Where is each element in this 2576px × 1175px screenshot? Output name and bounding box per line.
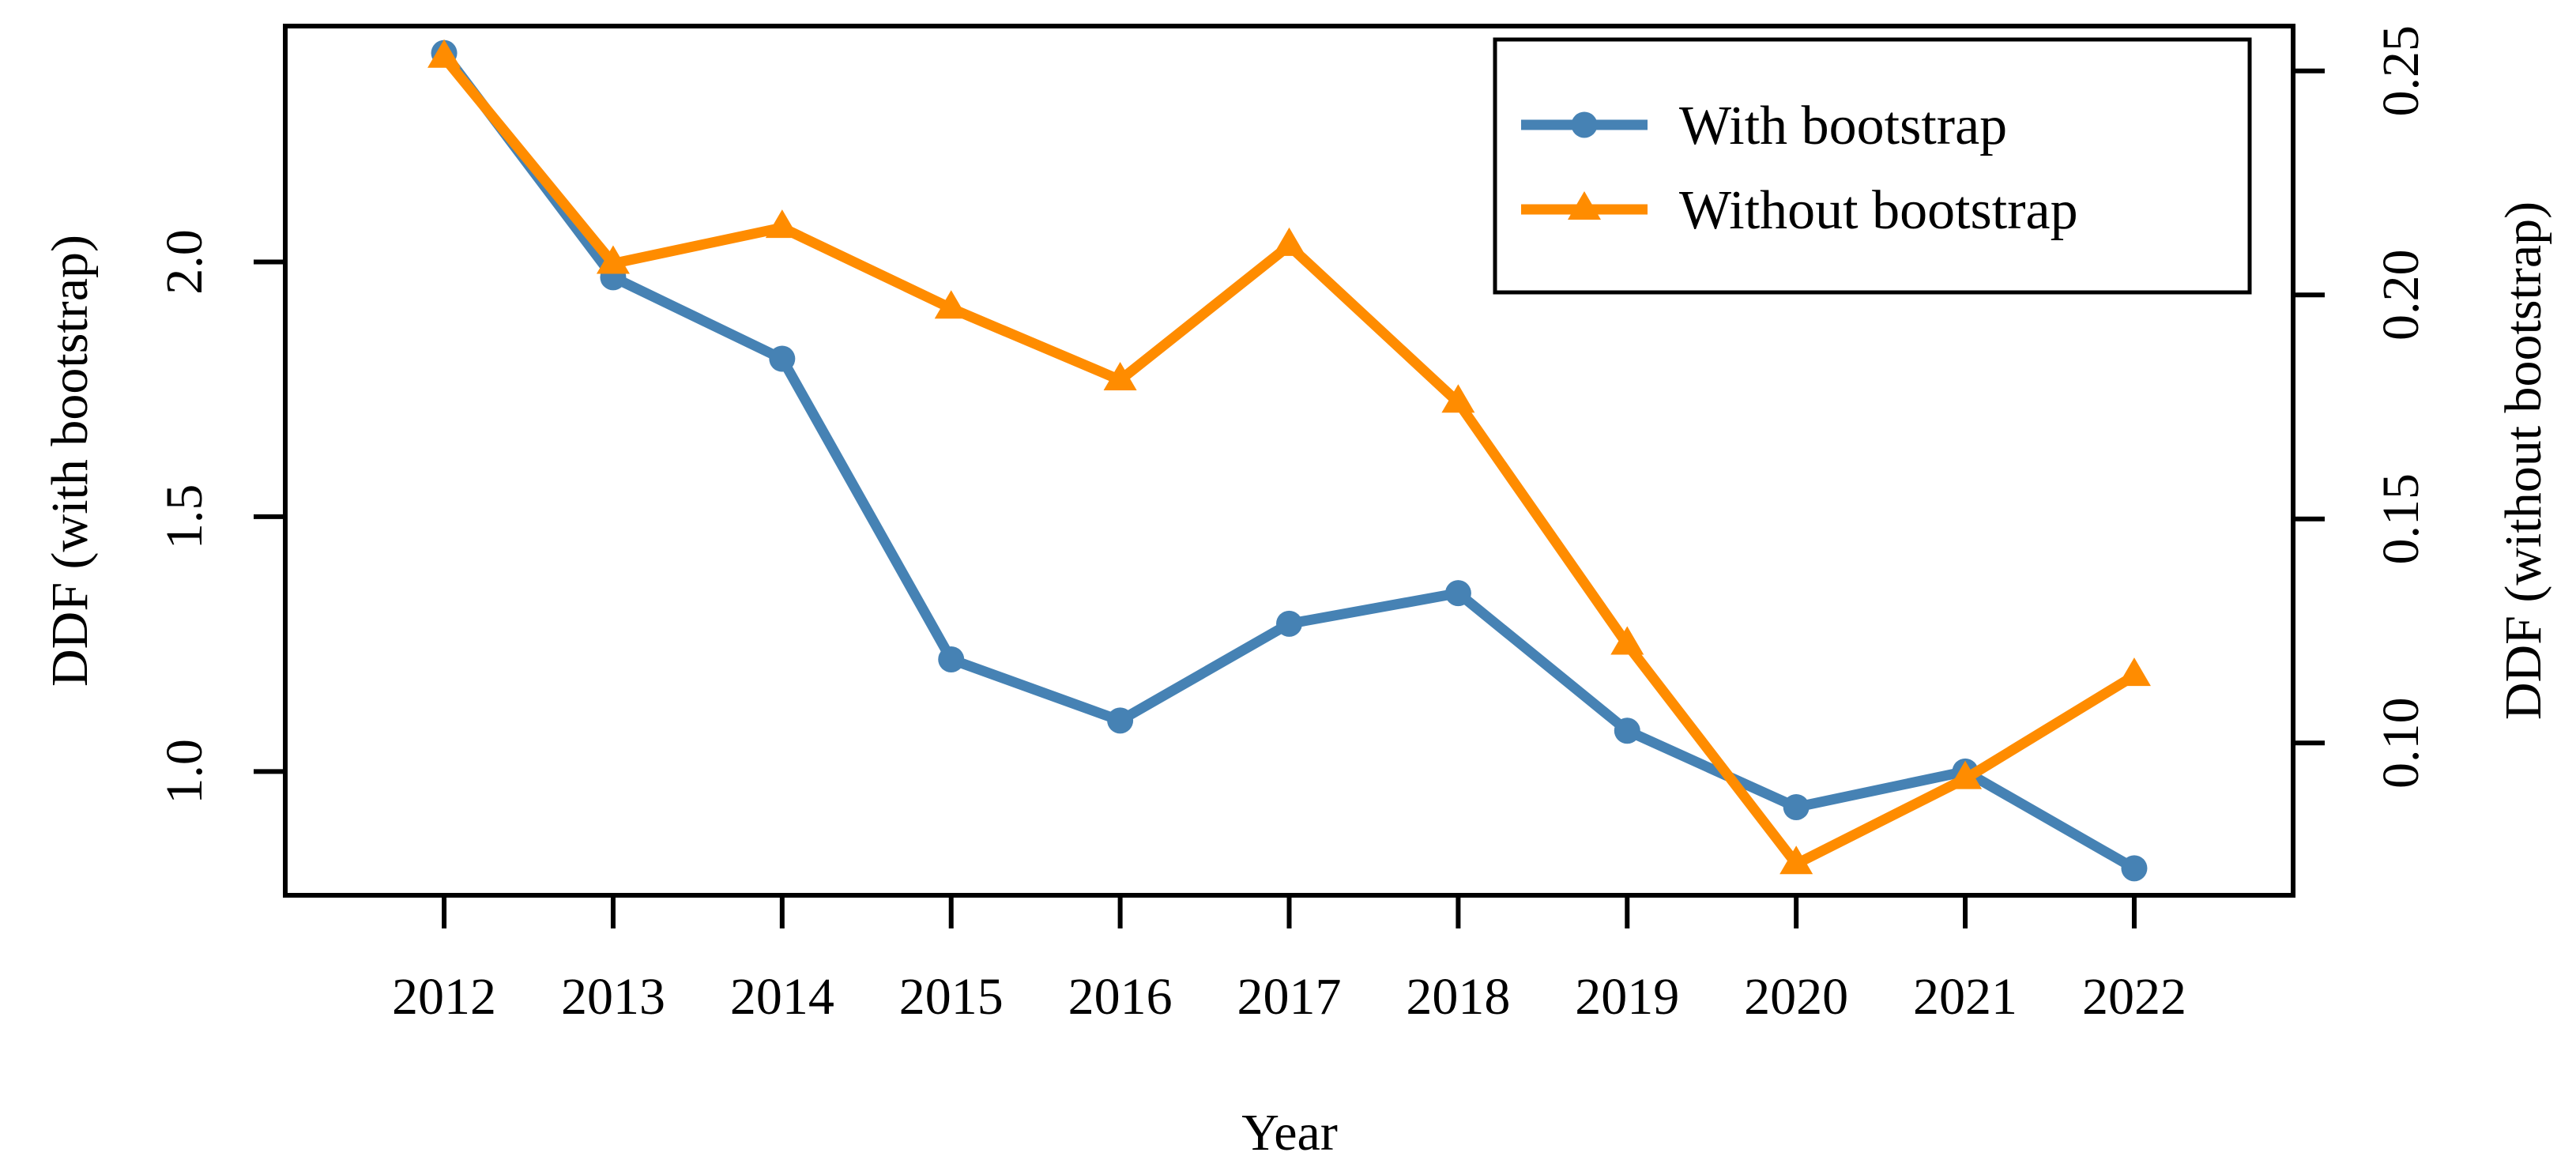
legend: With bootstrap Without bootstrap [1493,37,2252,295]
series-with-bootstrap-circle-marker [1783,793,1810,820]
legend-circle-marker [1571,111,1598,138]
x-axis-title: Year [1241,1104,1338,1162]
right-y-tick-label: 0.15 [2372,473,2430,565]
series-without-bootstrap-triangle-marker [1610,626,1644,655]
series-with-bootstrap-circle-marker [1276,610,1302,637]
x-tick-label: 2017 [1237,968,1342,1026]
series-without-bootstrap-triangle-marker [2117,657,2151,687]
series-with-bootstrap-circle-marker [938,646,965,672]
y-axis-title-left: DDF (with bootstrap) [41,235,99,687]
series-without-bootstrap-triangle-marker [934,290,968,319]
data-series [427,39,2151,882]
series-without-bootstrap-triangle-marker [1779,845,1813,875]
series-with-bootstrap-circle-marker [2121,855,2148,882]
y-axis-title-right: DDF (without bootstrap) [2495,201,2552,720]
series-with-bootstrap-circle-marker [769,345,796,372]
series-without-bootstrap-triangle-marker [596,245,630,274]
series-without-bootstrap-triangle-marker [1272,227,1306,256]
series-without-bootstrap-triangle-marker [765,209,799,239]
series-with-bootstrap-circle-marker [1107,707,1134,734]
series-without-bootstrap-triangle-marker [427,39,461,68]
legend-label: With bootstrap [1679,96,2007,156]
legend-label: Without bootstrap [1679,180,2078,241]
x-tick-label: 2016 [1068,968,1173,1026]
legend-triangle-marker [1568,191,1601,220]
x-tick-label: 2019 [1575,968,1679,1026]
left-y-tick-label: 2.0 [156,229,213,295]
x-tick-label: 2015 [899,968,1004,1026]
series-without-bootstrap-triangle-marker [1103,361,1137,390]
legend-box [1493,37,2252,295]
left-y-tick-label: 1.0 [156,739,213,804]
series-with-bootstrap-circle-marker [1444,580,1471,607]
x-tick-label: 2012 [392,968,496,1026]
series-without-bootstrap-triangle-marker [1441,384,1475,413]
right-y-tick-label: 0.10 [2372,697,2430,789]
series-with-bootstrap-circle-marker [1614,717,1640,744]
x-tick-label: 2022 [2082,968,2186,1026]
right-y-tick-label: 0.20 [2372,249,2430,341]
axis-ticks: 2012 2013 2014 2015 2016 2017 2018 2019 2020 2021… [156,25,2430,1026]
x-tick-label: 2020 [1744,968,1848,1026]
x-tick-label: 2013 [561,968,665,1026]
x-tick-label: 2018 [1406,968,1510,1026]
x-tick-label: 2014 [730,968,834,1026]
series-without-bootstrap-triangle-marker [1949,760,1983,789]
right-y-tick-label: 0.25 [2372,25,2430,117]
x-tick-label: 2021 [1913,968,2017,1026]
left-y-tick-label: 1.5 [156,484,213,550]
